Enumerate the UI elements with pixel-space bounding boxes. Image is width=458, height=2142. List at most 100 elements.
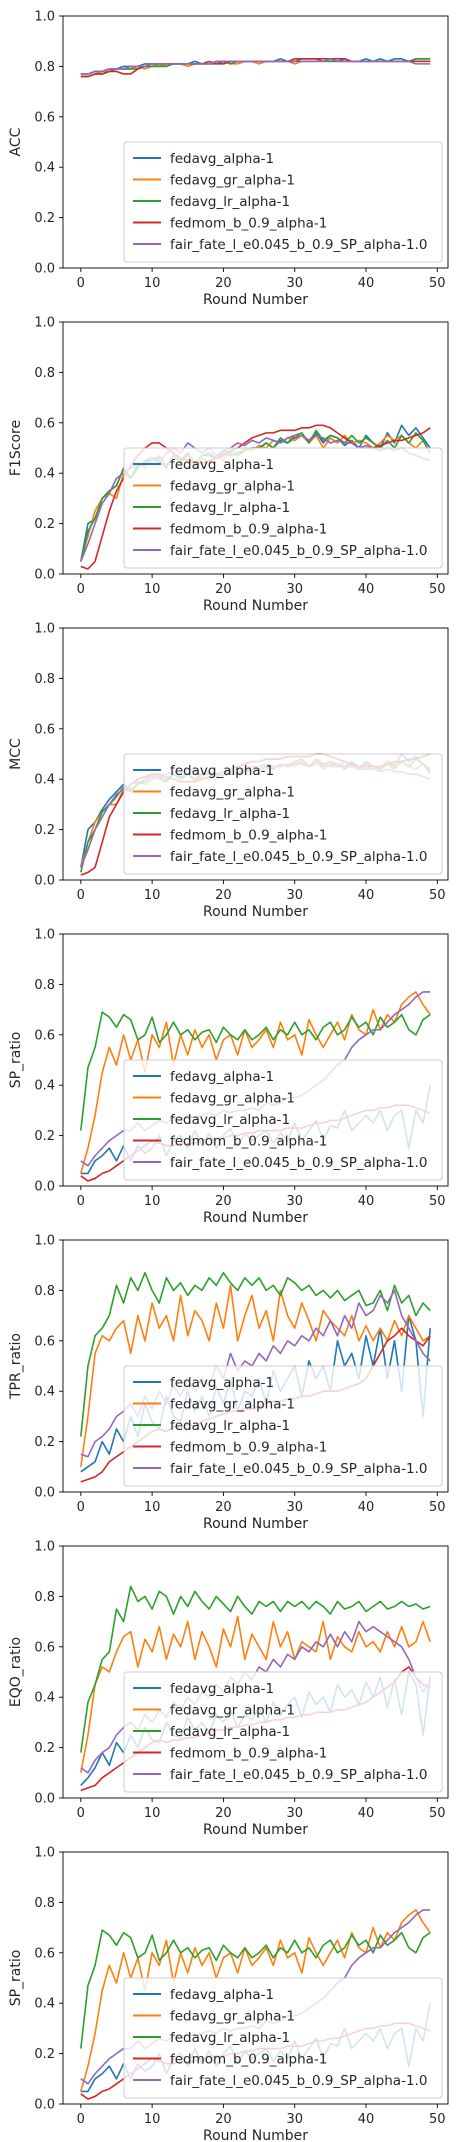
legend-label: fedavg_gr_alpha-1 [170, 1091, 295, 1107]
y-tick-label: 0.8 [34, 978, 55, 993]
chart-panel: 0 10 20 30 40 50 0.0 0.2 0.4 0.6 0.8 1.0 Round Numbe… [8, 1540, 449, 1838]
legend-label: fedavg_lr_alpha-1 [170, 1112, 290, 1128]
y-tick-label: 0.6 [34, 416, 55, 431]
legend-box [123, 753, 443, 875]
legend-label: fedavg_alpha-1 [170, 1987, 274, 2003]
x-tick-label: 10 [144, 1806, 161, 1821]
x-axis-label: Round Number [203, 598, 308, 614]
x-axis-label: Round Number [203, 904, 308, 920]
y-tick-label: 0.8 [34, 366, 55, 381]
y-tick-label: 0.6 [34, 110, 55, 125]
y-tick-label: 0.0 [34, 262, 55, 277]
y-tick-label: 0.4 [34, 1385, 55, 1400]
x-axis-label: Round Number [203, 292, 308, 308]
legend-label: fedavg_lr_alpha-1 [170, 500, 290, 516]
x-tick-label: 40 [358, 276, 375, 291]
x-tick-label: 0 [77, 888, 85, 903]
y-tick-label: 0.2 [34, 517, 55, 532]
legend-box [123, 1977, 443, 2099]
x-tick-label: 0 [77, 1500, 85, 1515]
legend-label: fedmom_b_0.9_alpha-1 [170, 1134, 327, 1150]
y-tick-label: 0.4 [34, 773, 55, 788]
x-tick-label: 50 [429, 276, 446, 291]
y-tick-label: 0.8 [34, 672, 55, 687]
y-tick-label: 0.8 [34, 1590, 55, 1605]
legend-label: fedavg_gr_alpha-1 [170, 785, 295, 801]
y-axis-label: ACC [8, 127, 24, 156]
legend-label: fedavg_lr_alpha-1 [170, 1724, 290, 1740]
legend-label: fedavg_gr_alpha-1 [170, 2009, 295, 2025]
legend-label: fedavg_alpha-1 [170, 1681, 274, 1697]
legend-label: fedmom_b_0.9_alpha-1 [170, 2052, 327, 2068]
x-tick-label: 40 [358, 888, 375, 903]
x-tick-label: 50 [429, 582, 446, 597]
chart-panel: 0 10 20 30 40 50 0.0 0.2 0.4 0.6 0.8 1.0 Round Numbe… [8, 316, 449, 614]
chart-panel: 0 10 20 30 40 50 0.0 0.2 0.4 0.6 0.8 1.0 Round Numbe… [8, 1846, 449, 2142]
legend-label: fedavg_alpha-1 [170, 763, 274, 779]
y-tick-label: 0.2 [34, 2047, 55, 2062]
x-tick-label: 0 [77, 1806, 85, 1821]
legend-label: fedavg_alpha-1 [170, 151, 274, 167]
y-axis-label: SP_ratio [8, 1032, 24, 1089]
y-tick-label: 0.2 [34, 823, 55, 838]
x-tick-label: 40 [358, 582, 375, 597]
x-tick-label: 50 [429, 888, 446, 903]
series-line [80, 991, 431, 1174]
axes-frame [62, 15, 449, 269]
y-tick-label: 0.0 [34, 2098, 55, 2113]
x-tick-label: 10 [144, 888, 161, 903]
x-axis-label: Round Number [203, 1516, 308, 1532]
y-tick-label: 0.2 [34, 1129, 55, 1144]
y-tick-label: 0.6 [34, 722, 55, 737]
y-tick-label: 0.8 [34, 1284, 55, 1299]
y-tick-label: 0.8 [34, 1896, 55, 1911]
x-tick-label: 30 [286, 888, 303, 903]
legend-label: fedavg_alpha-1 [170, 1069, 274, 1085]
series-line [80, 1284, 431, 1467]
legend-label: fedavg_lr_alpha-1 [170, 1418, 290, 1434]
legend-box [123, 1059, 443, 1181]
legend-label: fedavg_gr_alpha-1 [170, 173, 295, 189]
y-tick-label: 0.2 [34, 1741, 55, 1756]
y-tick-label: 0.0 [34, 1792, 55, 1807]
y-axis-label: TPR_ratio [8, 1333, 24, 1400]
legend-label: fedmom_b_0.9_alpha-1 [170, 1440, 327, 1456]
y-tick-label: 0.0 [34, 1486, 55, 1501]
axes-frame [62, 627, 449, 881]
axes-frame [62, 321, 449, 575]
x-tick-label: 30 [286, 2112, 303, 2127]
x-tick-label: 40 [358, 1806, 375, 1821]
x-tick-label: 50 [429, 1806, 446, 1821]
y-tick-label: 0.4 [34, 1079, 55, 1094]
x-tick-label: 20 [215, 2112, 232, 2127]
x-tick-label: 10 [144, 1194, 161, 1209]
y-tick-label: 1.0 [34, 1846, 55, 1861]
x-tick-label: 20 [215, 1806, 232, 1821]
x-axis-label: Round Number [203, 1210, 308, 1226]
x-tick-label: 0 [77, 276, 85, 291]
y-tick-label: 0.0 [34, 1180, 55, 1195]
legend-box [123, 1365, 443, 1487]
legend-label: fair_fate_l_e0.045_b_0.9_SP_alpha-1.0 [170, 2073, 427, 2089]
legend-label: fair_fate_l_e0.045_b_0.9_SP_alpha-1.0 [170, 849, 427, 865]
y-axis-label: SP_ratio [8, 1950, 24, 2007]
legend-box [123, 1671, 443, 1793]
legend-label: fedavg_lr_alpha-1 [170, 806, 290, 822]
x-tick-label: 10 [144, 582, 161, 597]
legend-label: fedmom_b_0.9_alpha-1 [170, 522, 327, 538]
series-line [80, 1271, 431, 1437]
y-tick-label: 0.4 [34, 467, 55, 482]
y-axis-label: F1Score [8, 420, 24, 476]
axes-frame [62, 933, 449, 1187]
series-line [80, 1929, 431, 2049]
y-tick-label: 0.6 [34, 1946, 55, 1961]
x-tick-label: 50 [429, 1500, 446, 1515]
series-line [80, 1585, 431, 1753]
y-tick-label: 0.2 [34, 1435, 55, 1450]
legend-label: fair_fate_l_e0.045_b_0.9_SP_alpha-1.0 [170, 1155, 427, 1171]
x-tick-label: 30 [286, 1806, 303, 1821]
y-tick-label: 1.0 [34, 1234, 55, 1249]
y-axis-label: MCC [8, 738, 24, 770]
y-tick-label: 0.4 [34, 1691, 55, 1706]
